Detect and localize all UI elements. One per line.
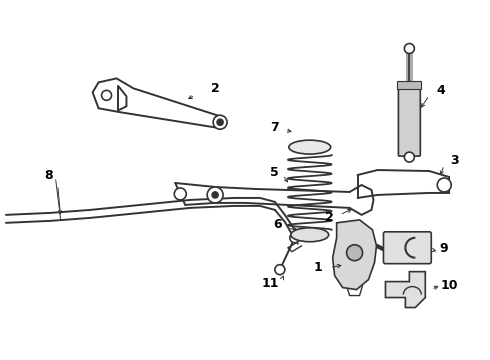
- Circle shape: [404, 44, 415, 54]
- Text: 2: 2: [325, 211, 334, 224]
- Circle shape: [213, 115, 227, 129]
- Circle shape: [217, 119, 223, 125]
- Text: 6: 6: [273, 218, 282, 231]
- Text: 11: 11: [261, 277, 279, 290]
- Text: 3: 3: [450, 154, 459, 167]
- Text: 10: 10: [441, 279, 458, 292]
- Circle shape: [346, 245, 363, 261]
- Circle shape: [275, 265, 285, 275]
- Text: 9: 9: [439, 242, 447, 255]
- Text: 4: 4: [437, 84, 445, 97]
- Text: 5: 5: [270, 166, 278, 179]
- Circle shape: [174, 188, 186, 200]
- FancyBboxPatch shape: [384, 232, 431, 264]
- Polygon shape: [333, 220, 376, 289]
- Circle shape: [437, 178, 451, 192]
- Text: 7: 7: [270, 121, 279, 134]
- Bar: [397, 81, 421, 89]
- Ellipse shape: [289, 140, 331, 154]
- Circle shape: [101, 90, 112, 100]
- Polygon shape: [386, 272, 425, 307]
- Circle shape: [404, 152, 415, 162]
- Circle shape: [207, 187, 223, 203]
- Circle shape: [212, 192, 218, 198]
- Text: 1: 1: [313, 261, 322, 274]
- Ellipse shape: [291, 228, 329, 242]
- Circle shape: [290, 233, 300, 243]
- FancyBboxPatch shape: [398, 84, 420, 156]
- Text: 2: 2: [211, 82, 220, 95]
- Text: 8: 8: [45, 168, 53, 181]
